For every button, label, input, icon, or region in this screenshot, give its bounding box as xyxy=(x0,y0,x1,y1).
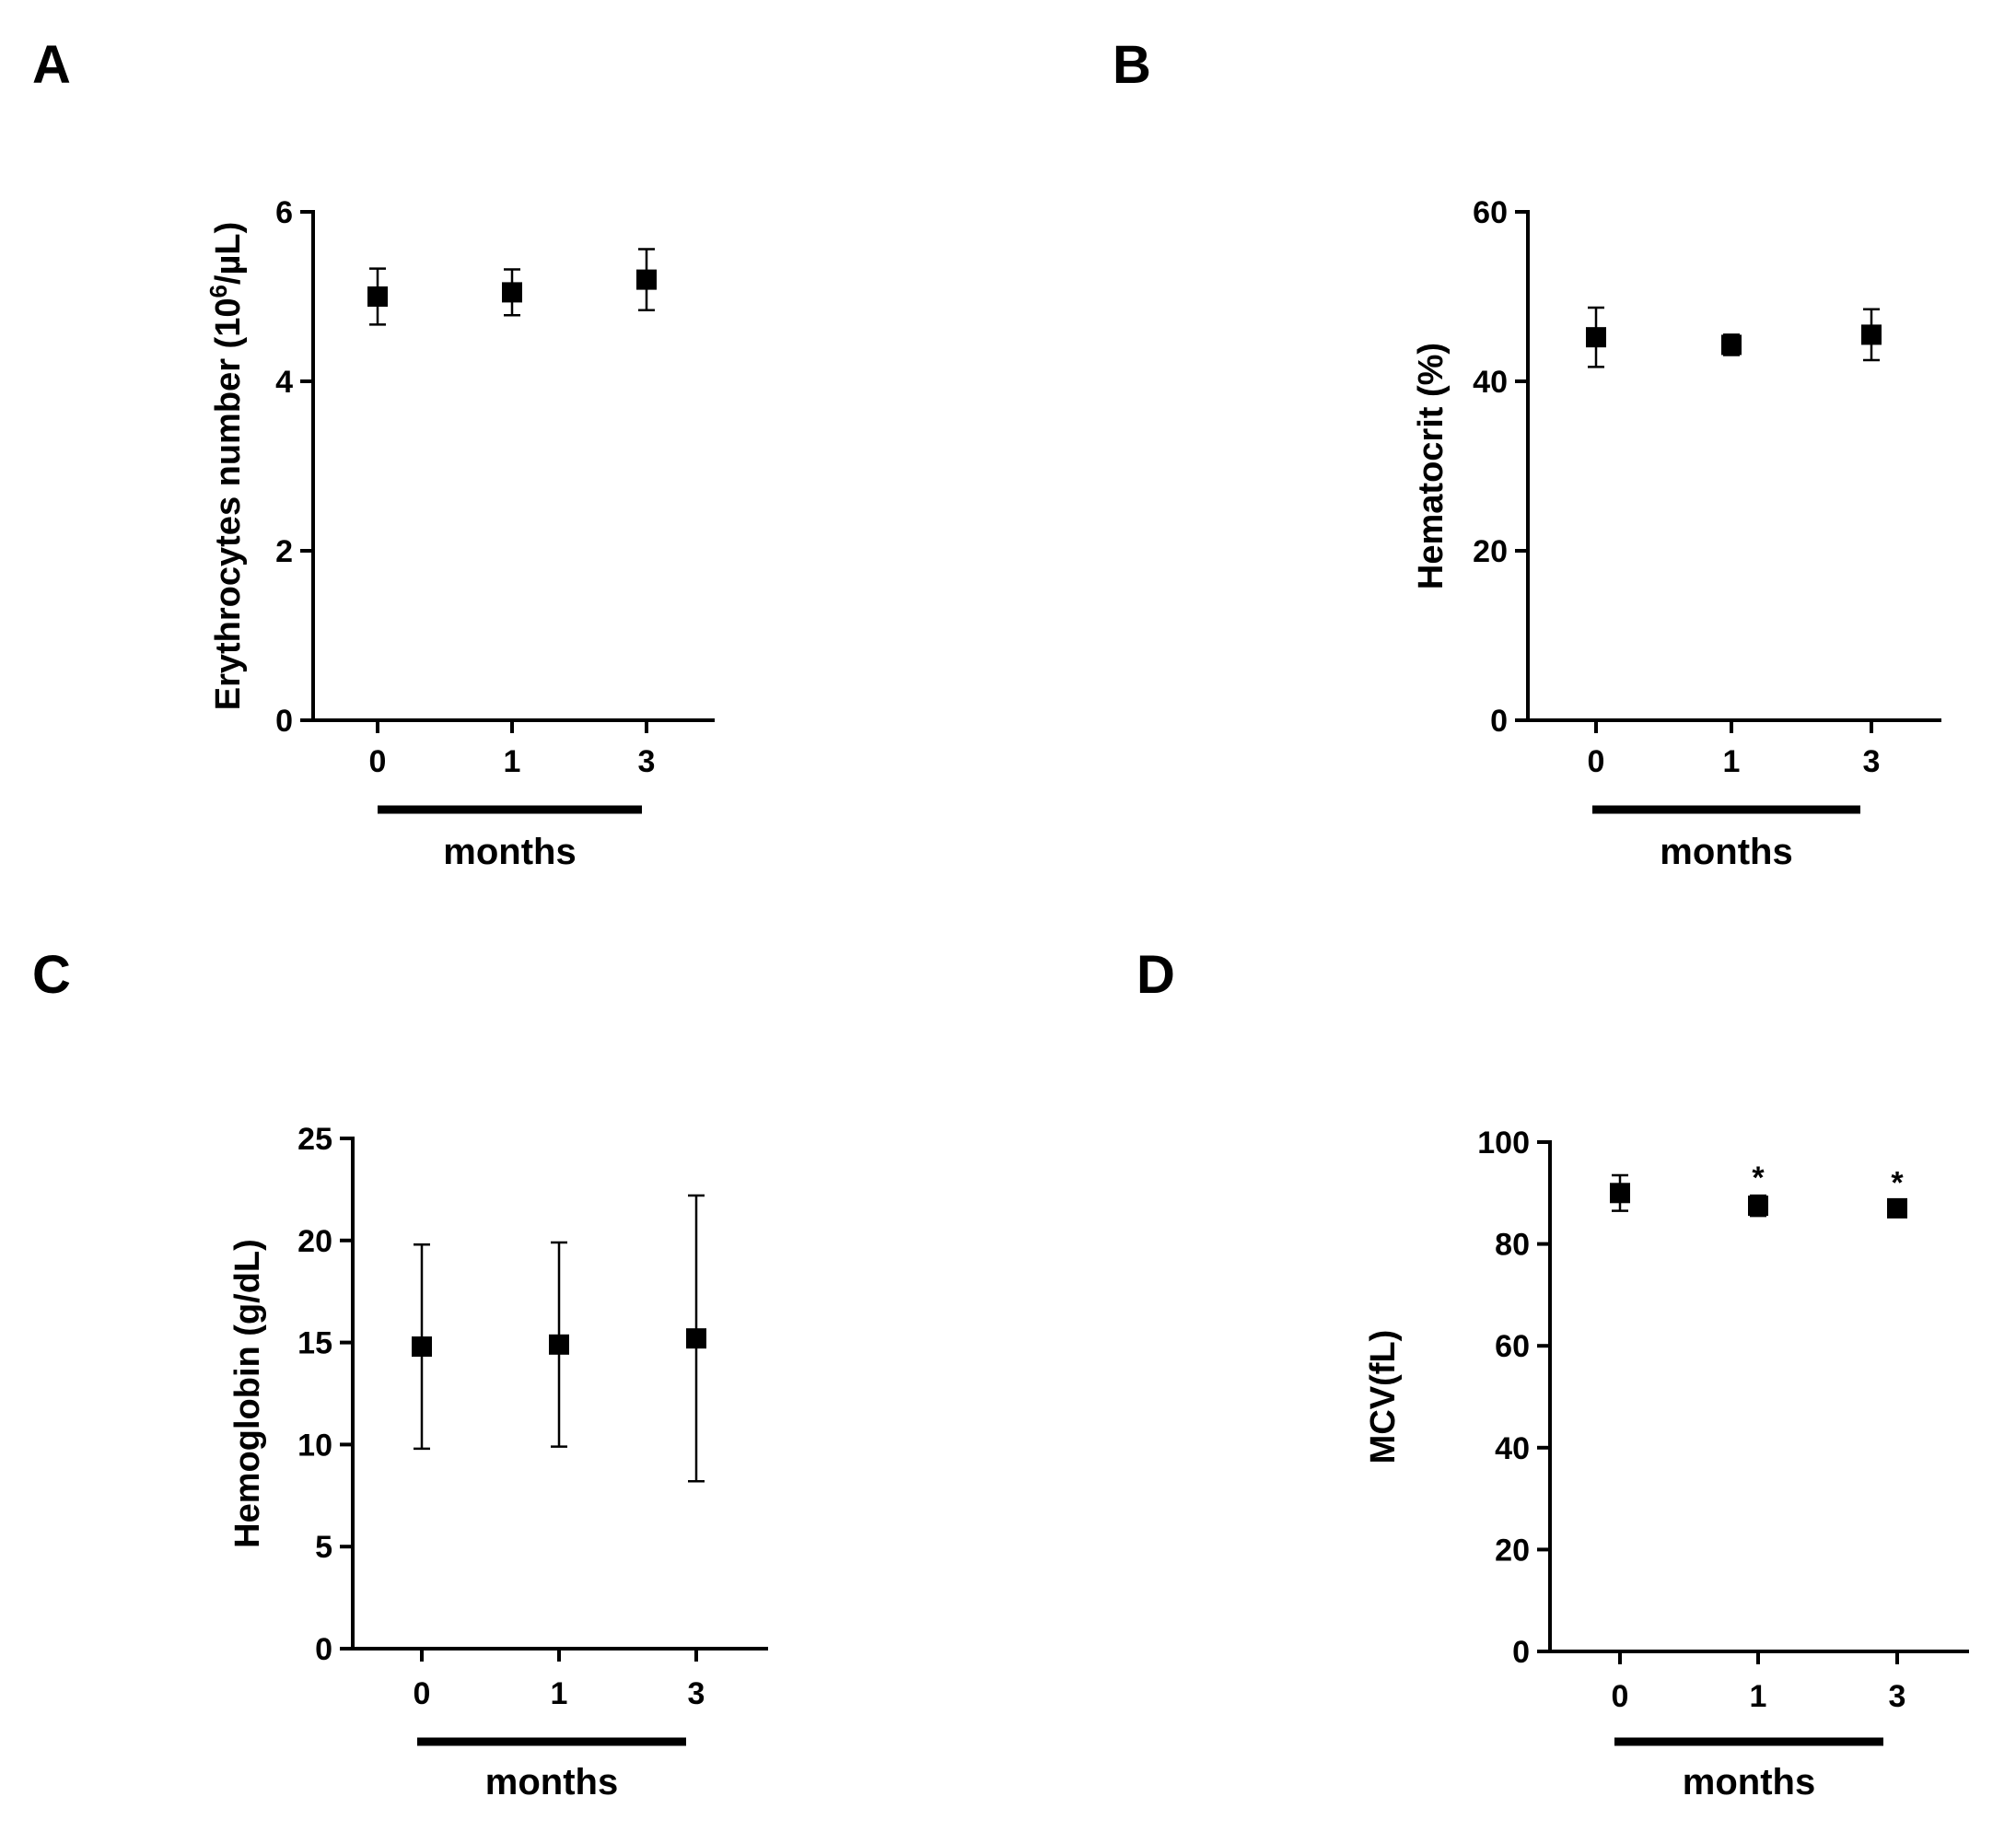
data-point xyxy=(1861,324,1882,345)
y-axis-label: Hemoglobin (g/dL) xyxy=(228,1239,267,1548)
x-tick-label: 1 xyxy=(1750,1679,1767,1714)
y-tick-label: 4 xyxy=(275,365,293,400)
panel-c: C 0 5 10 15 20 25 0 1 3 Hemoglobin (g/dL) months xyxy=(32,945,768,1802)
x-tick-label: 0 xyxy=(414,1676,431,1711)
panel-label: C xyxy=(32,945,71,1005)
x-axis-label: months xyxy=(1683,1762,1815,1802)
x-axis-label: months xyxy=(1660,832,1792,872)
y-tick-label: 60 xyxy=(1473,195,1508,230)
y-tick-label: 5 xyxy=(315,1530,332,1565)
panel-d: D 0 20 40 60 80 100 0 1 3 MCV(fL) months * * xyxy=(1136,945,1969,1802)
data-point xyxy=(1721,334,1742,356)
y-tick-label: 6 xyxy=(275,195,293,230)
data-point xyxy=(1887,1197,1907,1219)
y-tick-label: 20 xyxy=(1473,534,1508,569)
y-tick-label: 0 xyxy=(1512,1635,1530,1670)
y-tick-label: 20 xyxy=(1495,1533,1530,1568)
data-point xyxy=(1610,1183,1630,1204)
y-tick-label: 25 xyxy=(297,1122,332,1157)
x-tick-label: 3 xyxy=(1889,1679,1906,1714)
y-tick-label: 0 xyxy=(1490,704,1508,739)
y-tick-label: 40 xyxy=(1495,1431,1530,1466)
y-tick-label: 80 xyxy=(1495,1228,1530,1263)
x-tick-label: 0 xyxy=(369,744,387,779)
data-point xyxy=(502,282,522,303)
y-tick-label: 100 xyxy=(1477,1126,1530,1161)
y-tick-label: 20 xyxy=(297,1224,332,1259)
y-axis-label: MCV(fL) xyxy=(1364,1330,1403,1464)
data-point xyxy=(367,286,388,307)
y-axis-label: Hematocrit (%) xyxy=(1412,343,1451,589)
x-axis-label: months xyxy=(485,1762,618,1802)
y-axis-label: Erythrocytes number (106/µL) xyxy=(204,222,248,711)
x-tick-label: 1 xyxy=(551,1676,568,1711)
panel-label: B xyxy=(1113,35,1151,95)
x-tick-label: 3 xyxy=(1863,744,1881,779)
y-tick-label: 2 xyxy=(275,534,293,569)
x-tick-label: 0 xyxy=(1612,1679,1629,1714)
data-point xyxy=(549,1334,569,1355)
y-tick-label: 60 xyxy=(1495,1329,1530,1364)
x-tick-label: 3 xyxy=(638,744,656,779)
panel-b: B 0 20 40 60 0 1 3 Hematocrit (%) months xyxy=(1113,35,1941,872)
data-point xyxy=(686,1328,706,1349)
x-tick-label: 1 xyxy=(1723,744,1741,779)
panel-a: A 0 2 4 6 0 1 3 Erythrocytes number (106/µL) mont… xyxy=(32,35,715,872)
x-tick-label: 1 xyxy=(504,744,521,779)
y-tick-label: 10 xyxy=(297,1428,332,1463)
x-axis-label: months xyxy=(443,832,576,872)
y-tick-label: 0 xyxy=(275,704,293,739)
significance-marker: * xyxy=(1891,1166,1904,1201)
y-tick-label: 0 xyxy=(315,1632,332,1667)
data-point xyxy=(412,1336,432,1358)
y-tick-label: 40 xyxy=(1473,365,1508,400)
x-tick-label: 0 xyxy=(1588,744,1605,779)
significance-marker: * xyxy=(1752,1161,1765,1196)
data-point xyxy=(1586,327,1606,348)
panel-label: D xyxy=(1136,945,1175,1005)
x-tick-label: 3 xyxy=(688,1676,705,1711)
data-point xyxy=(1748,1196,1768,1217)
data-point xyxy=(636,269,657,290)
panel-label: A xyxy=(32,35,71,95)
y-tick-label: 15 xyxy=(297,1326,332,1361)
